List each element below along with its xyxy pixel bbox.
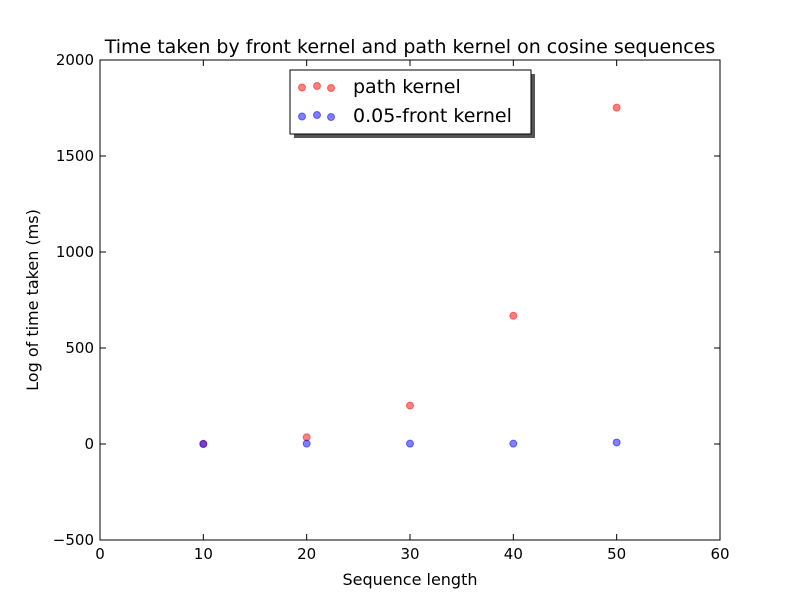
y-tick-label: 2000 bbox=[56, 51, 94, 69]
legend-marker-series-1 bbox=[298, 112, 306, 121]
legend-markers bbox=[298, 82, 335, 121]
chart-title: Time taken by front kernel and path kern… bbox=[104, 36, 716, 58]
y-tick-label: 1500 bbox=[56, 147, 94, 165]
legend-marker-series-1 bbox=[313, 111, 321, 119]
y-tick-label: 1000 bbox=[56, 243, 94, 261]
legend: path kernel 0.05-front kernel bbox=[289, 69, 535, 138]
legend-marker-series-1 bbox=[327, 113, 335, 121]
legend-marker-series-0 bbox=[327, 84, 335, 92]
y-axis-label: Log of time taken (ms) bbox=[23, 209, 42, 391]
y-tick-label: 500 bbox=[65, 339, 94, 357]
legend-label-front-kernel: 0.05-front kernel bbox=[353, 105, 512, 127]
x-tick-label: 50 bbox=[607, 545, 626, 563]
data-point-series-1 bbox=[199, 440, 208, 448]
x-tick-label: 40 bbox=[504, 545, 523, 563]
x-tick-label: 0 bbox=[95, 545, 105, 563]
x-tick-label: 60 bbox=[710, 545, 729, 563]
x-tick-label: 20 bbox=[297, 545, 316, 563]
data-points bbox=[199, 103, 621, 448]
legend-marker-series-0 bbox=[313, 82, 321, 90]
data-point-series-0 bbox=[612, 103, 621, 112]
y-tick-label: 0 bbox=[84, 435, 94, 453]
x-axis-label: Sequence length bbox=[342, 570, 477, 589]
legend-marker-series-0 bbox=[298, 83, 306, 92]
x-tick-label: 10 bbox=[194, 545, 213, 563]
data-point-series-1 bbox=[406, 439, 414, 448]
data-point-series-1 bbox=[302, 439, 311, 448]
legend-box bbox=[289, 69, 532, 135]
data-point-series-1 bbox=[509, 439, 518, 448]
legend-label-path-kernel: path kernel bbox=[353, 76, 461, 98]
data-point-series-1 bbox=[612, 438, 621, 447]
y-tick-label: −500 bbox=[53, 531, 94, 549]
x-tick-label: 30 bbox=[400, 545, 419, 563]
plot-frame bbox=[99, 59, 721, 541]
data-point-series-0 bbox=[406, 401, 414, 410]
data-point-series-0 bbox=[509, 311, 518, 320]
